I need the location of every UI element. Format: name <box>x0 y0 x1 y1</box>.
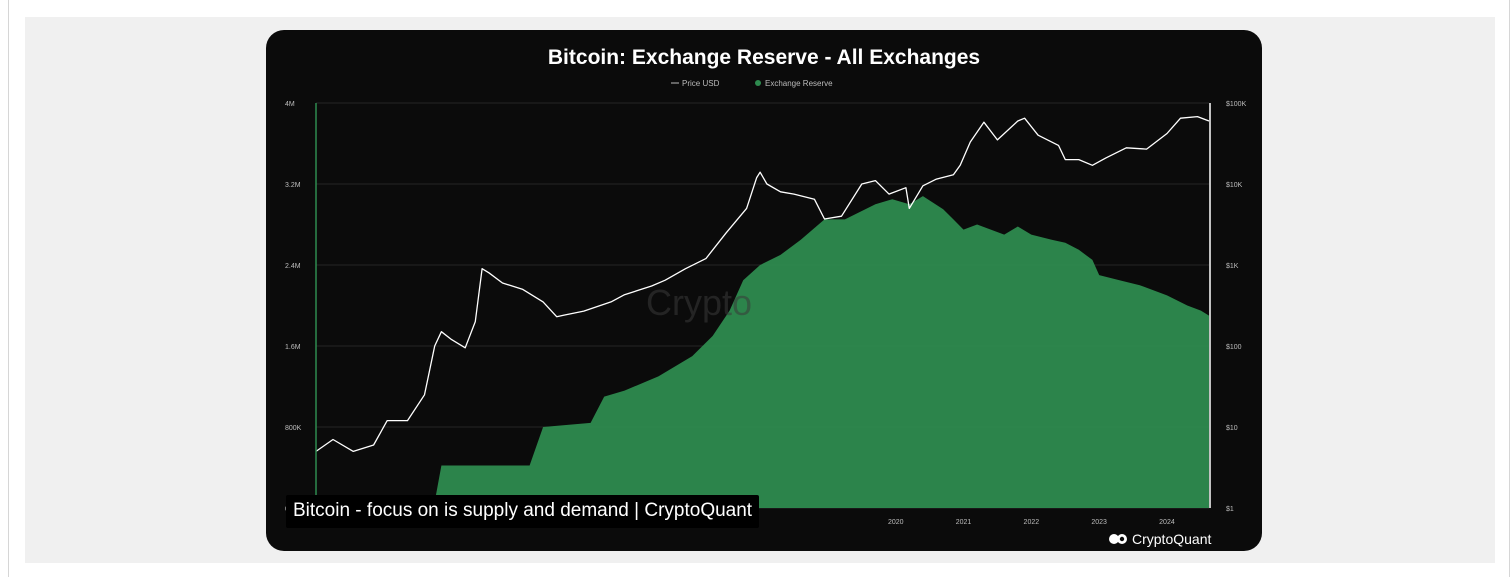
legend-reserve-label: Exchange Reserve <box>765 79 833 88</box>
price-usd-line <box>315 115 1210 453</box>
cryptoquant-logo-icon <box>1109 534 1127 544</box>
x-tick-label: 2020 <box>888 519 904 526</box>
y-right-tick-label: $10K <box>1226 182 1243 189</box>
y-left-tick-label: 1.6M <box>285 344 301 351</box>
x-tick-label: 2022 <box>1024 519 1040 526</box>
line-layer <box>315 115 1210 453</box>
legend-reserve-dot <box>755 80 761 86</box>
y-left-tick-label: 4M <box>285 101 295 108</box>
area-layer <box>316 196 1209 508</box>
chart-card: 4M3.2M2.4M1.6M800K0$100K$10K$1K$100$10$1… <box>266 30 1262 551</box>
chart-title: Bitcoin: Exchange Reserve - All Exchange… <box>548 46 980 69</box>
caption-banner: Bitcoin - focus on is supply and demand … <box>286 495 760 528</box>
brand-name: CryptoQuant <box>1132 531 1212 547</box>
x-tick-label: 2024 <box>1159 519 1175 526</box>
x-tick-label: 2023 <box>1091 519 1107 526</box>
brand-logo: CryptoQuant <box>1108 531 1211 547</box>
y-right-tick-label: $100K <box>1226 101 1247 108</box>
y-right-tick-label: $1K <box>1226 263 1239 270</box>
y-left-tick-label: 3.2M <box>285 182 301 189</box>
x-tick-label: 2021 <box>956 519 972 526</box>
y-right-tick-label: $10 <box>1226 425 1238 432</box>
exchange-reserve-area <box>316 196 1209 508</box>
y-right-tick-label: $100 <box>1226 344 1242 351</box>
chart-svg: 4M3.2M2.4M1.6M800K0$100K$10K$1K$100$10$1… <box>285 46 1247 526</box>
y-right-tick-label: $1 <box>1226 506 1234 513</box>
y-left-tick-label: 2.4M <box>285 263 301 270</box>
y-left-tick-label: 800K <box>285 425 302 432</box>
legend-price-label: Price USD <box>682 79 720 88</box>
legend: Price USD Exchange Reserve <box>671 79 833 88</box>
outer-frame <box>8 0 1510 577</box>
watermark: Crypto <box>646 282 752 323</box>
